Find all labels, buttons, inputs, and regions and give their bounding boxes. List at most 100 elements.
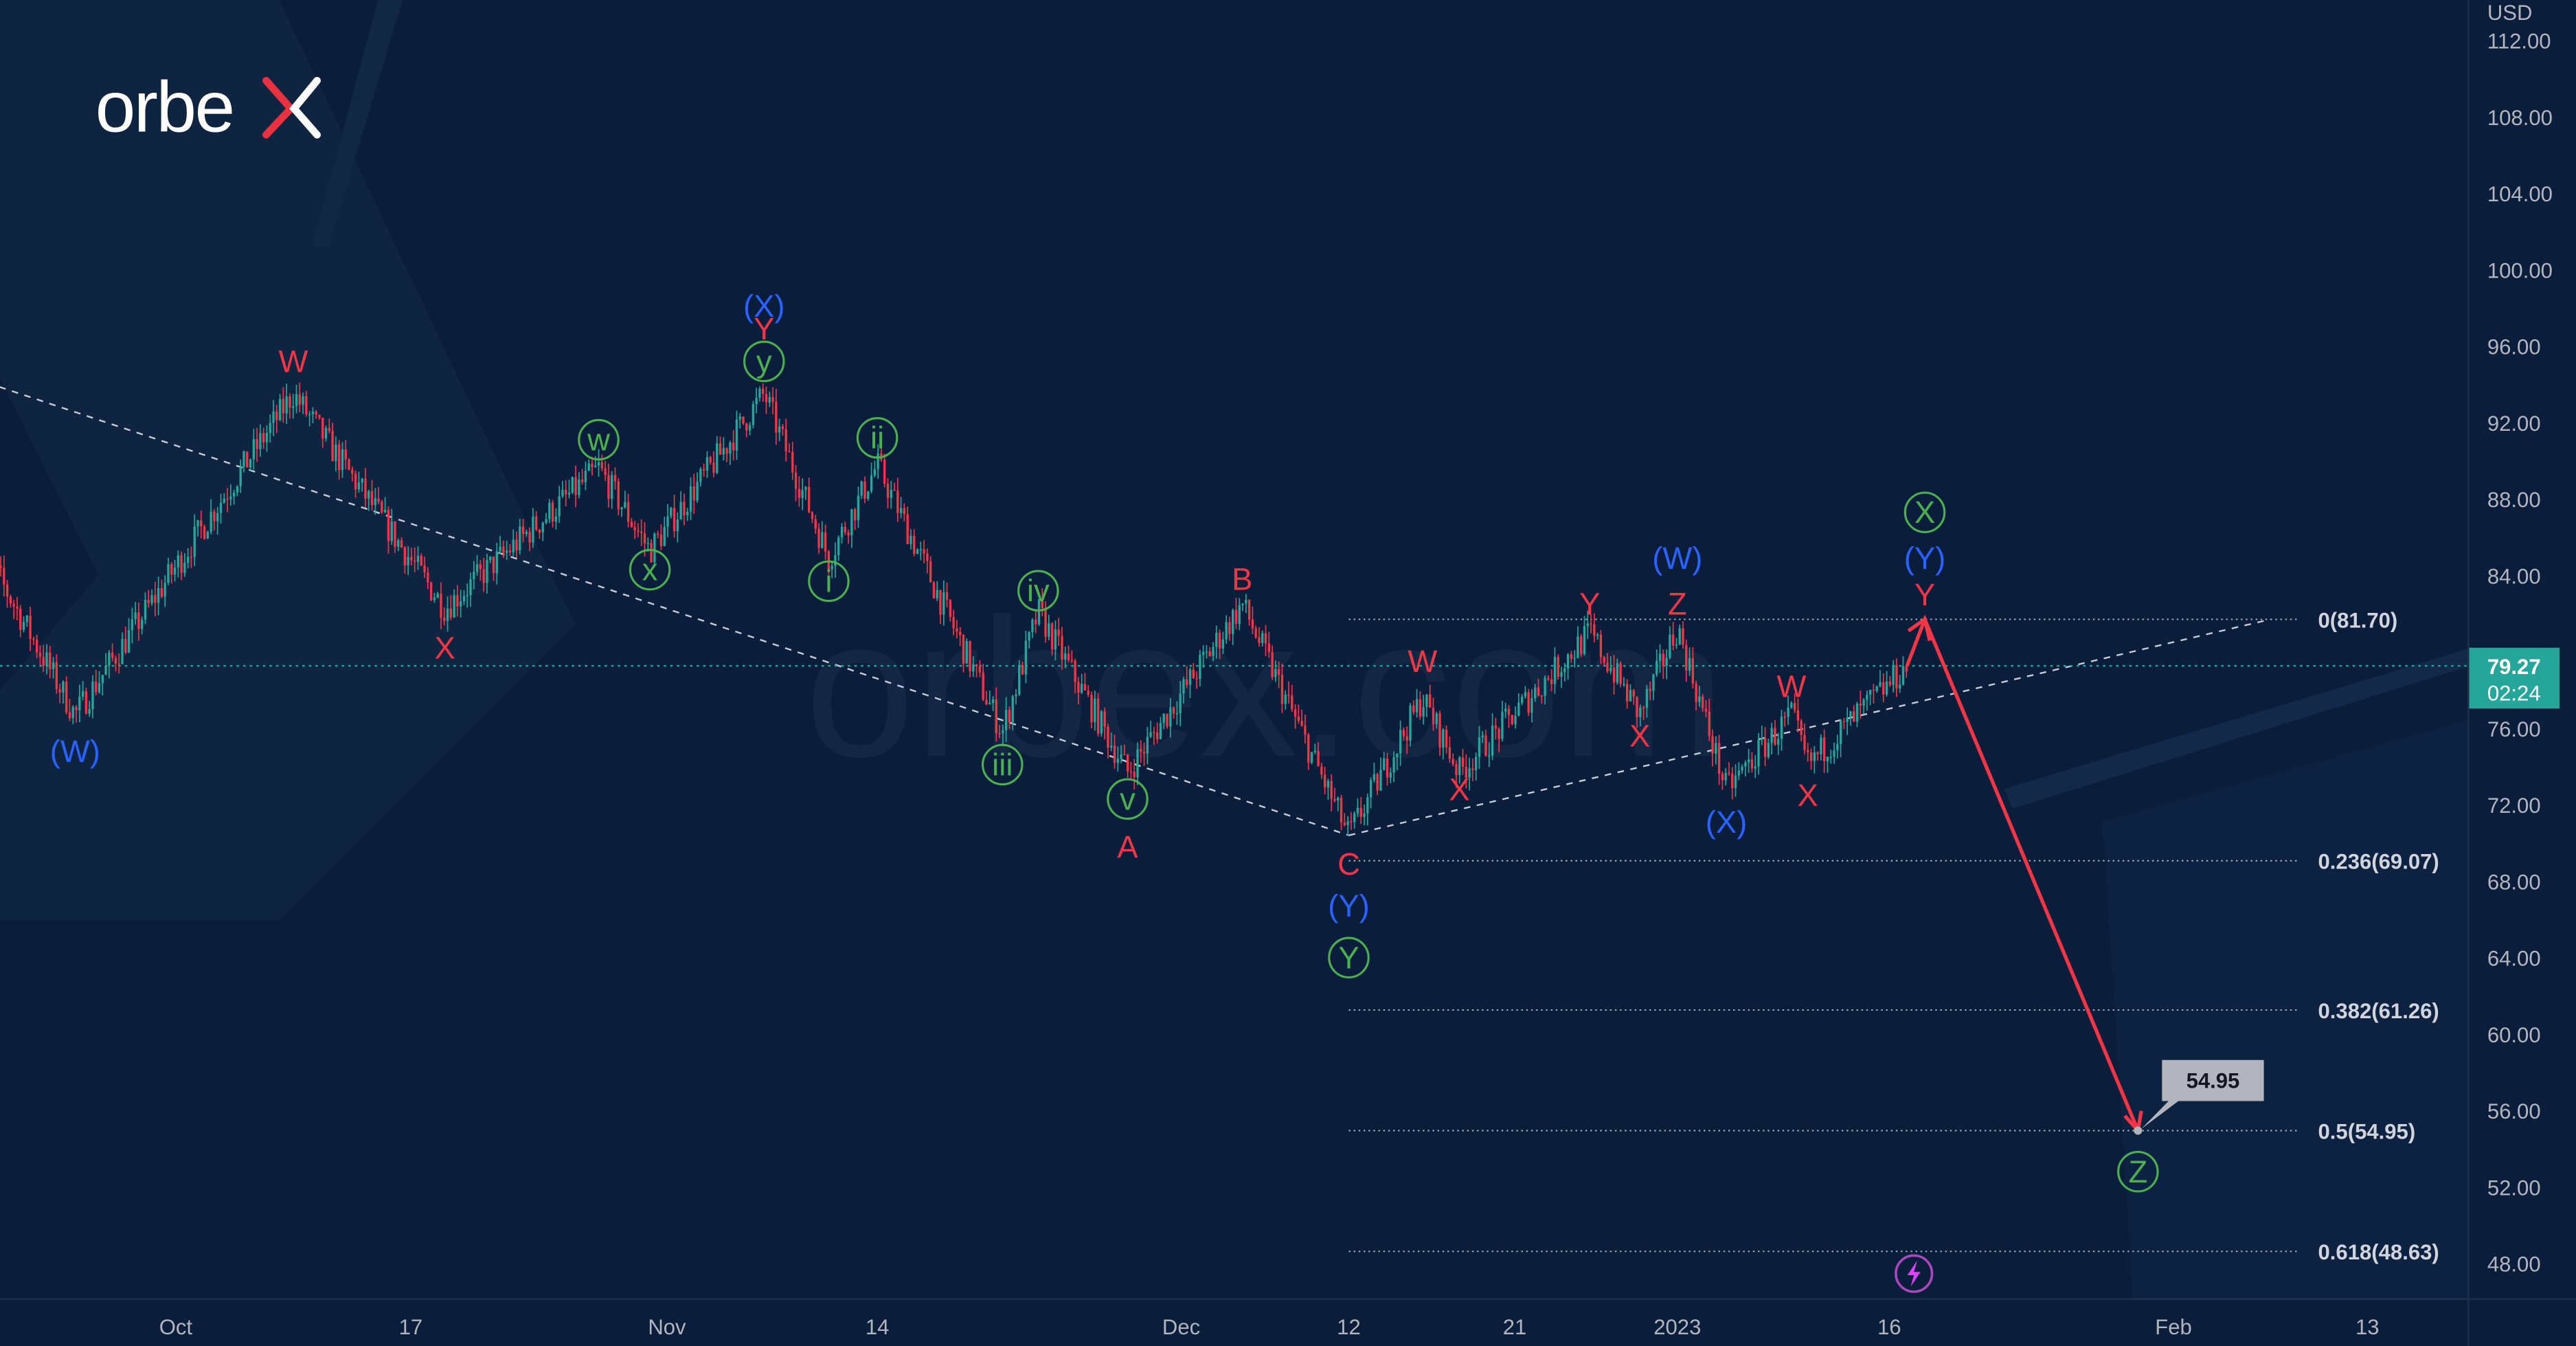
current-price-badge: 79.27 02:24 [2469, 647, 2560, 709]
candle [1415, 688, 1419, 718]
candle [469, 572, 472, 607]
wave-circle [982, 743, 1024, 786]
candle [236, 485, 239, 497]
candle [335, 436, 337, 471]
candle [1586, 610, 1589, 639]
candle [1149, 720, 1152, 739]
candle [71, 705, 74, 725]
candle [1008, 706, 1011, 730]
candle [65, 676, 68, 715]
candle [42, 644, 45, 673]
wave-labels: (W)WXwx(X)YyiiiiiiivvABC(Y)YWXYX(W)Z(X)W… [50, 289, 2159, 1193]
wave-label-text: C [1337, 846, 1360, 882]
wave-label-text: Z [1668, 587, 1687, 622]
candle [1626, 679, 1629, 709]
trendline[interactable] [0, 379, 1349, 836]
fibonacci-levels[interactable]: 0(81.70) 0.236(69.07) 0.382(61.26) 0.5(54.9… [1348, 608, 2439, 1264]
candle [95, 669, 98, 696]
candle [1783, 711, 1786, 727]
candle [919, 541, 922, 561]
candle [1350, 811, 1353, 830]
candle [410, 548, 413, 566]
candle [1094, 691, 1096, 731]
candle [1862, 698, 1865, 715]
candle [1320, 763, 1323, 779]
candle [173, 559, 177, 582]
candle [1323, 767, 1326, 795]
candle [705, 451, 709, 478]
candle [1271, 645, 1274, 680]
candle [1077, 677, 1080, 705]
candle [331, 423, 334, 462]
candle [1787, 695, 1789, 725]
wave-label-text: Y [754, 311, 774, 346]
candle [141, 616, 144, 635]
candle [232, 489, 236, 505]
wave-label-text: (X) [1706, 805, 1748, 840]
candle [1544, 675, 1546, 705]
wave-circle [578, 418, 620, 461]
alert-lightning-icon[interactable] [1895, 1254, 1934, 1293]
candle [844, 521, 846, 535]
candle [84, 687, 88, 715]
candle [719, 436, 722, 455]
price-tick-label: 52.00 [2487, 1176, 2541, 1200]
candle [1691, 647, 1695, 689]
target-point[interactable] [2134, 1126, 2143, 1135]
fib-level-label: 0.236(69.07) [2318, 850, 2439, 874]
candle [640, 519, 643, 546]
candle [361, 478, 363, 492]
candle [1474, 752, 1478, 781]
candle [289, 393, 291, 419]
candle [1671, 622, 1675, 651]
candle [949, 598, 952, 622]
candle [1767, 739, 1770, 759]
candle [1566, 653, 1570, 680]
wave-label-text: X [1914, 495, 1935, 530]
candle [1905, 663, 1908, 678]
candle [1024, 631, 1028, 684]
candle [75, 705, 78, 723]
candle [1126, 754, 1129, 778]
wave-label-text: i [825, 563, 832, 598]
candle [1734, 764, 1737, 797]
candle [1656, 649, 1658, 677]
candle [1750, 752, 1754, 773]
time-axis[interactable] [0, 1299, 2468, 1346]
candle [1037, 598, 1041, 627]
candle [150, 589, 153, 606]
candle [383, 497, 387, 513]
candle [489, 556, 492, 563]
projection-arrow[interactable] [1905, 614, 2143, 1135]
trendlines[interactable] [0, 379, 2271, 836]
candle [1435, 711, 1438, 729]
candle [311, 407, 315, 424]
candle [1754, 754, 1756, 778]
candle [1888, 675, 1892, 687]
candle [1590, 614, 1592, 633]
candle [394, 521, 396, 553]
candle [131, 607, 134, 644]
trendline[interactable] [1348, 618, 2271, 836]
wave-label: ii [856, 416, 899, 459]
candle [1050, 622, 1054, 655]
candle [160, 579, 163, 599]
time-tick-label: 16 [1877, 1315, 1901, 1339]
candle [939, 590, 942, 625]
candle [1494, 717, 1498, 740]
candle [305, 390, 308, 417]
candle [1514, 706, 1517, 729]
price-tick-label: 60.00 [2487, 1023, 2541, 1047]
candle [1833, 742, 1835, 764]
price-tick-label: 100.00 [2487, 258, 2553, 282]
candle [91, 675, 94, 719]
wave-label: C [1337, 846, 1360, 882]
candle [226, 488, 229, 513]
candle [1287, 681, 1290, 704]
candle [1389, 767, 1392, 784]
candle [1839, 719, 1842, 758]
candle [1573, 650, 1576, 668]
candle [1481, 731, 1484, 743]
candle [1642, 705, 1645, 720]
